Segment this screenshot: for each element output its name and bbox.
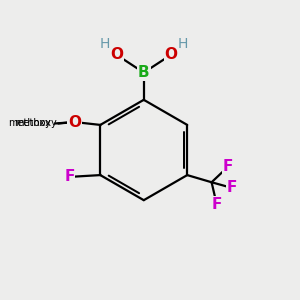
Text: F: F [64, 169, 74, 184]
Text: H: H [177, 37, 188, 51]
Text: H: H [100, 37, 110, 51]
Text: O: O [164, 47, 178, 62]
Text: F: F [223, 159, 233, 174]
Text: F: F [212, 197, 222, 212]
Text: F: F [227, 181, 237, 196]
Text: O: O [68, 115, 81, 130]
Text: O: O [110, 47, 123, 62]
Text: methoxy: methoxy [8, 118, 51, 128]
Text: methoxy: methoxy [15, 118, 57, 128]
Text: B: B [138, 65, 150, 80]
